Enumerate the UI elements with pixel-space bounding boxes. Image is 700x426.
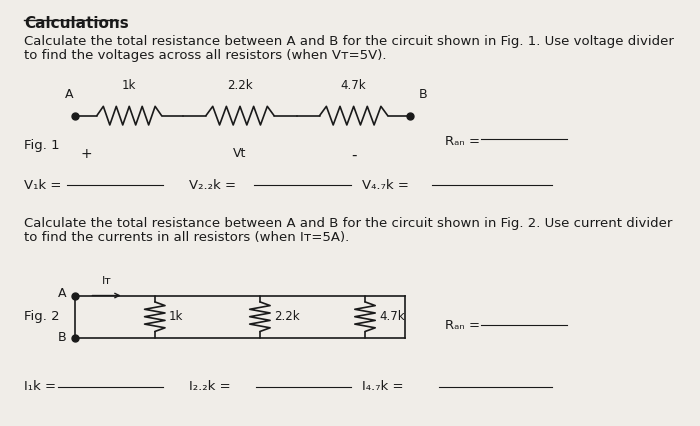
Text: Vt: Vt xyxy=(233,147,246,161)
Text: +: + xyxy=(80,147,92,161)
Text: 1k: 1k xyxy=(169,310,183,323)
Text: Iᴛ: Iᴛ xyxy=(102,276,111,286)
Text: B: B xyxy=(58,331,66,344)
Text: A: A xyxy=(65,88,74,101)
Text: Calculations: Calculations xyxy=(24,16,129,31)
Text: 2.2k: 2.2k xyxy=(274,310,300,323)
Text: Fig. 1: Fig. 1 xyxy=(24,139,60,152)
Text: 2.2k: 2.2k xyxy=(228,79,253,92)
Text: 4.7k: 4.7k xyxy=(379,310,405,323)
Text: V₂.₂k =: V₂.₂k = xyxy=(189,179,236,192)
Text: 4.7k: 4.7k xyxy=(341,79,367,92)
Text: I₂.₂k =: I₂.₂k = xyxy=(189,380,230,393)
Text: I₁k =: I₁k = xyxy=(24,380,56,393)
Text: to find the currents in all resistors (when Iᴛ=5A).: to find the currents in all resistors (w… xyxy=(24,231,349,244)
Text: A: A xyxy=(58,287,66,300)
Text: I₄.₇k =: I₄.₇k = xyxy=(362,380,404,393)
Text: Calculate the total resistance between A and B for the circuit shown in Fig. 2. : Calculate the total resistance between A… xyxy=(24,217,673,230)
Text: 1k: 1k xyxy=(122,79,136,92)
Text: Rₐₙ =: Rₐₙ = xyxy=(444,135,480,148)
Text: Calculate the total resistance between A and B for the circuit shown in Fig. 1. : Calculate the total resistance between A… xyxy=(24,35,674,48)
Text: V₁k =: V₁k = xyxy=(24,179,62,192)
Text: B: B xyxy=(419,88,428,101)
Text: V₄.₇k =: V₄.₇k = xyxy=(362,179,409,192)
Text: to find the voltages across all resistors (when Vᴛ=5V).: to find the voltages across all resistor… xyxy=(24,49,386,62)
Text: Rₐₙ =: Rₐₙ = xyxy=(444,319,480,332)
Text: Fig. 2: Fig. 2 xyxy=(24,310,60,323)
Text: -: - xyxy=(351,147,356,162)
